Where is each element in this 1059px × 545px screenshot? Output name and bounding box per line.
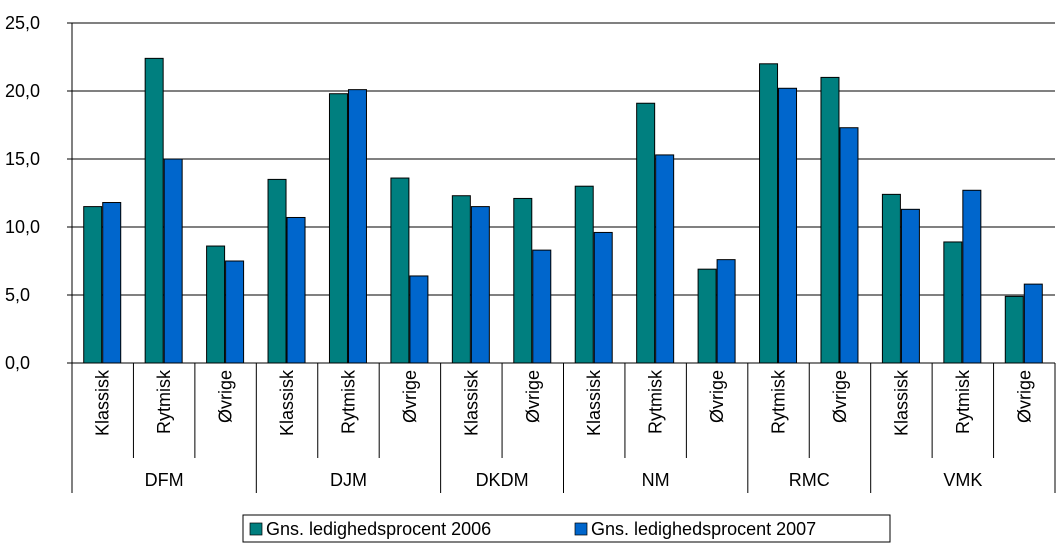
group-label: DKDM [476, 470, 529, 490]
bar [962, 189, 982, 364]
group-label: NM [642, 470, 670, 490]
bar [839, 127, 859, 364]
group-label: VMK [943, 470, 982, 490]
bar [163, 158, 183, 364]
bar [451, 195, 471, 364]
bar [716, 259, 736, 364]
category-label: Øvrige [830, 370, 850, 423]
category-label: Rytmisk [953, 369, 973, 434]
category-label: Klassisk [891, 369, 911, 436]
bar [1004, 295, 1024, 364]
y-tick-label: 25,0 [5, 13, 40, 33]
bar [820, 76, 840, 364]
legend: Gns. ledighedsprocent 2006 Gns. ledighed… [242, 514, 891, 543]
legend-swatch-2007 [574, 522, 588, 536]
group-label: RMC [789, 470, 830, 490]
bar [759, 63, 779, 364]
bars [83, 57, 1043, 364]
legend-swatch-2006 [249, 522, 263, 536]
bar [881, 193, 901, 364]
bar [409, 275, 429, 364]
category-label: Klassisk [93, 369, 113, 436]
y-tick-label: 10,0 [5, 217, 40, 237]
bar [347, 89, 367, 364]
y-tick-label: 15,0 [5, 149, 40, 169]
bar [943, 241, 963, 364]
category-label: Øvrige [216, 370, 236, 423]
category-label: Klassisk [461, 369, 481, 436]
y-tick-label: 20,0 [5, 81, 40, 101]
legend-label-2007: Gns. ledighedsprocent 2007 [591, 519, 816, 539]
bar [900, 208, 920, 364]
category-label: Øvrige [400, 370, 420, 423]
category-label: Klassisk [584, 369, 604, 436]
bar [636, 102, 656, 364]
group-label: DJM [330, 470, 367, 490]
x-axis: Klassisk Rytmisk Øvrige Klassisk Rytmisk Øvri… [71, 362, 1056, 493]
bar [532, 249, 552, 364]
bar [83, 206, 103, 364]
bar [593, 231, 613, 364]
category-label: Klassisk [277, 369, 297, 436]
bar [225, 260, 245, 364]
group-label: DFM [145, 470, 184, 490]
bar [390, 177, 410, 364]
bar [574, 185, 594, 364]
category-label: Rytmisk [154, 369, 174, 434]
bar [102, 202, 122, 364]
legend-label-2006: Gns. ledighedsprocent 2006 [266, 519, 491, 539]
bar [1023, 283, 1043, 364]
y-tick-label: 5,0 [5, 285, 30, 305]
category-label: Rytmisk [338, 369, 358, 434]
bar [267, 178, 287, 364]
bar [697, 268, 717, 364]
category-label: Øvrige [523, 370, 543, 423]
bar [286, 216, 306, 364]
bar [144, 57, 164, 364]
category-label: Øvrige [1014, 370, 1034, 423]
bar [206, 245, 226, 364]
bar [328, 93, 348, 364]
bar [470, 206, 490, 364]
category-label: Rytmisk [769, 369, 789, 434]
bar [513, 197, 533, 364]
y-tick-label: 0,0 [5, 353, 30, 373]
category-label: Rytmisk [646, 369, 666, 434]
y-axis: 0,0 5,0 10,0 15,0 20,0 25,0 [5, 13, 73, 373]
bar [778, 87, 798, 364]
bar [655, 154, 675, 364]
category-label: Øvrige [707, 370, 727, 423]
legend-box [242, 514, 891, 543]
